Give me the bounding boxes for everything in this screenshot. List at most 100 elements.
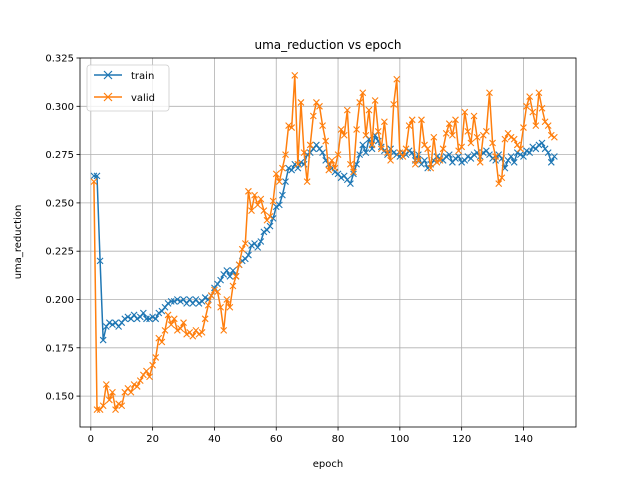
data-point-valid bbox=[550, 133, 558, 141]
data-point-valid bbox=[427, 164, 435, 172]
data-point-valid bbox=[211, 286, 218, 294]
data-point-train bbox=[550, 153, 558, 160]
data-point-train bbox=[186, 296, 194, 303]
data-point-valid bbox=[275, 178, 283, 186]
axis-ticks: 0 20 40 60 80 100 120 140 0.150 0.175 0.200 0.225 0.… bbox=[45, 54, 533, 446]
data-point-train bbox=[173, 296, 181, 303]
data-point-valid bbox=[220, 327, 228, 334]
data-point-valid bbox=[334, 151, 342, 158]
data-point-valid bbox=[510, 135, 518, 143]
data-point-valid bbox=[445, 120, 453, 128]
y-tick-label: 0.325 bbox=[45, 54, 74, 65]
data-point-valid bbox=[461, 108, 469, 116]
data-point-valid bbox=[232, 272, 240, 280]
data-point-train bbox=[217, 276, 224, 284]
series-valid bbox=[90, 72, 558, 413]
data-point-train bbox=[183, 299, 191, 307]
data-point-valid bbox=[272, 170, 280, 178]
data-point-valid bbox=[238, 245, 246, 253]
data-point-valid bbox=[541, 118, 549, 126]
legend: train valid bbox=[86, 64, 170, 112]
data-point-valid bbox=[139, 371, 147, 379]
data-point-valid bbox=[254, 201, 262, 209]
data-point-valid bbox=[288, 124, 296, 131]
data-point-valid bbox=[152, 354, 160, 361]
data-point-train bbox=[149, 313, 157, 321]
data-point-valid bbox=[313, 99, 320, 106]
data-point-valid bbox=[180, 319, 187, 327]
data-point-train bbox=[124, 313, 132, 321]
data-point-valid bbox=[374, 128, 382, 135]
data-point-train bbox=[523, 147, 530, 155]
data-point-train bbox=[285, 164, 292, 172]
data-point-valid bbox=[436, 157, 444, 164]
legend-train-marker-icon bbox=[103, 70, 113, 80]
data-point-train bbox=[356, 151, 364, 158]
data-point-train bbox=[257, 238, 265, 245]
data-point-valid bbox=[164, 311, 172, 319]
data-point-train bbox=[155, 309, 163, 317]
data-point-train bbox=[529, 143, 537, 151]
y-tick-label: 0.225 bbox=[45, 247, 74, 258]
data-point-valid bbox=[303, 178, 311, 186]
data-point-valid bbox=[535, 89, 543, 97]
data-point-train bbox=[152, 315, 160, 323]
data-point-valid bbox=[300, 149, 308, 157]
data-point-train bbox=[282, 178, 289, 186]
data-point-train bbox=[489, 155, 496, 162]
data-point-valid bbox=[105, 396, 113, 404]
data-point-valid bbox=[473, 133, 481, 141]
data-point-valid bbox=[183, 330, 191, 338]
data-point-train bbox=[167, 298, 175, 305]
x-tick-label: 120 bbox=[452, 434, 471, 445]
data-point-train bbox=[201, 294, 209, 301]
data-point-valid bbox=[442, 129, 450, 137]
data-point-train bbox=[118, 319, 126, 327]
data-point-train bbox=[393, 151, 401, 158]
x-tick-label: 140 bbox=[514, 434, 533, 445]
data-point-train bbox=[248, 242, 255, 249]
data-point-valid bbox=[325, 166, 333, 174]
data-point-valid bbox=[241, 240, 249, 247]
data-point-valid bbox=[347, 160, 354, 168]
data-point-valid bbox=[387, 157, 394, 164]
data-point-valid bbox=[223, 296, 231, 303]
data-point-valid bbox=[547, 131, 555, 139]
data-point-valid bbox=[118, 402, 126, 410]
data-point-train bbox=[350, 170, 357, 178]
data-point-train bbox=[254, 243, 262, 251]
data-point-train bbox=[139, 309, 147, 317]
data-point-train bbox=[164, 299, 172, 307]
data-point-train bbox=[482, 147, 490, 155]
data-point-valid bbox=[353, 126, 360, 133]
data-point-valid bbox=[133, 383, 141, 390]
data-point-valid bbox=[146, 373, 153, 381]
x-tick-label: 20 bbox=[146, 434, 159, 445]
data-point-valid bbox=[399, 153, 407, 160]
data-point-valid bbox=[316, 102, 323, 110]
data-point-valid bbox=[424, 145, 432, 153]
data-point-valid bbox=[245, 187, 252, 195]
data-point-train bbox=[418, 160, 425, 168]
data-point-valid bbox=[229, 282, 237, 290]
x-tick-label: 100 bbox=[390, 434, 409, 445]
data-point-train bbox=[96, 257, 104, 265]
data-point-valid bbox=[251, 191, 258, 199]
data-point-valid bbox=[235, 261, 243, 269]
data-point-train bbox=[458, 158, 466, 166]
legend-train-label: train bbox=[131, 71, 154, 82]
data-point-train bbox=[195, 299, 203, 307]
data-point-valid bbox=[328, 157, 336, 164]
plot-area bbox=[90, 72, 558, 413]
x-tick-label: 60 bbox=[270, 434, 283, 445]
data-point-valid bbox=[195, 330, 203, 338]
data-point-train bbox=[520, 153, 527, 160]
data-point-valid bbox=[418, 116, 425, 124]
data-point-train bbox=[526, 149, 534, 157]
data-point-valid bbox=[143, 367, 150, 375]
data-point-valid bbox=[282, 151, 289, 158]
data-point-valid bbox=[257, 195, 265, 203]
data-point-train bbox=[109, 321, 116, 328]
data-point-valid bbox=[322, 137, 330, 145]
